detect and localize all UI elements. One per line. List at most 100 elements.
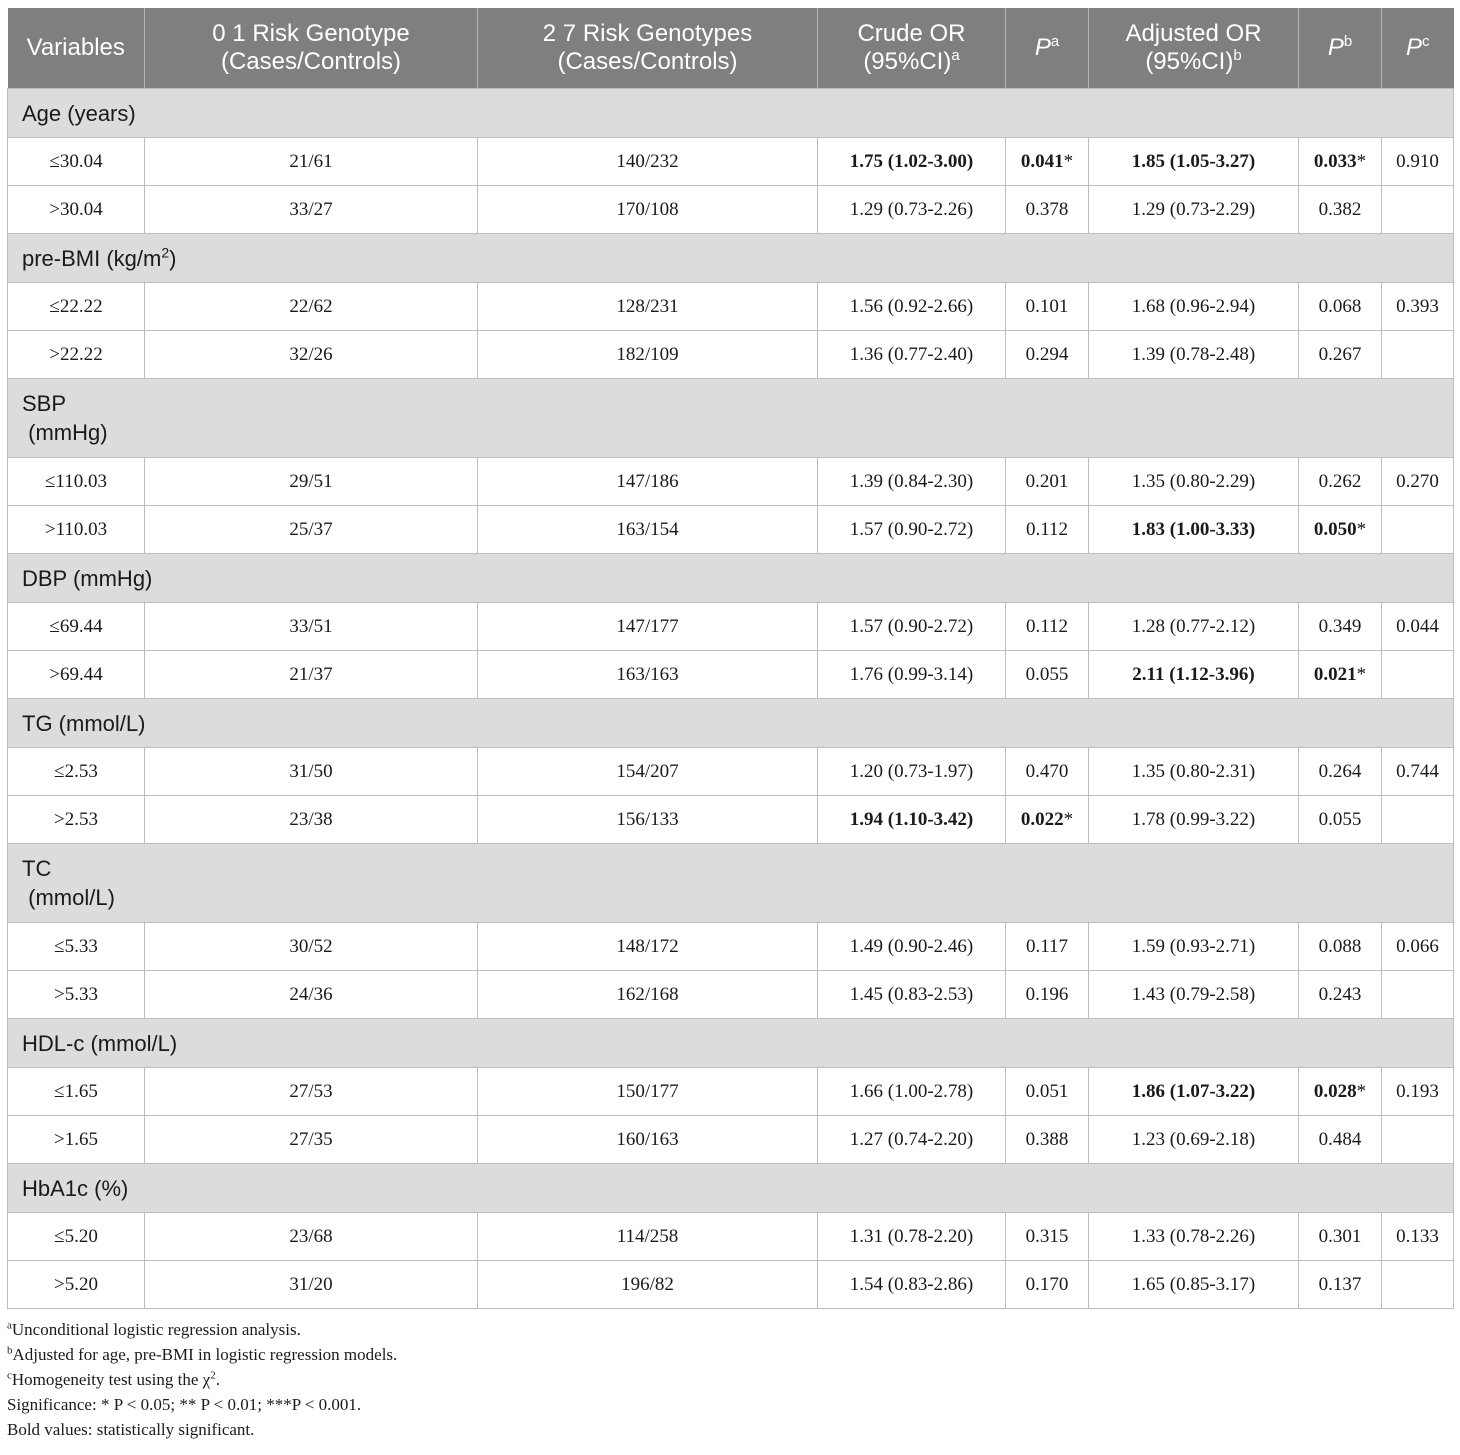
p-b-cell: 0.301: [1298, 1212, 1382, 1261]
p-c-cell: [1381, 1260, 1454, 1309]
p-b-cell: 0.243: [1298, 970, 1382, 1019]
genotype-2-7-cell: 147/186: [477, 457, 818, 506]
cutoff-cell: ≤110.03: [7, 457, 145, 506]
genotype-0-1-cell: 27/53: [144, 1067, 478, 1116]
genotype-0-1-cell: 31/50: [144, 747, 478, 796]
p-b-cell: 0.267: [1298, 330, 1382, 379]
footnote-a: aUnconditional logistic regression analy…: [7, 1319, 301, 1339]
genotype-0-1-cell: 23/68: [144, 1212, 478, 1261]
table-row: ≤110.03 29/51 147/186 1.39 (0.84-2.30) 0.201…: [7, 457, 1454, 506]
p-a-cell: 0.101: [1005, 282, 1089, 331]
significance-star: *: [1356, 150, 1367, 172]
group-header-row: TG (mmol/L): [7, 698, 1454, 748]
table-container: Variables 0 1 Risk Genotype (Cases/Contro…: [7, 8, 1454, 1442]
group-label: pre-BMI (kg/m2): [7, 233, 1454, 283]
p-a-cell: 0.112: [1005, 505, 1089, 554]
adjusted-or-cell: 1.39 (0.78-2.48): [1088, 330, 1299, 379]
header-crude-or: Crude OR (95%CI)a: [817, 8, 1006, 89]
table-row: >110.03 25/37 163/154 1.57 (0.90-2.72) 0.112…: [7, 505, 1454, 554]
p-b-cell: 0.021*: [1298, 650, 1382, 699]
cutoff-cell: ≤30.04: [7, 137, 145, 186]
p-b-cell: 0.055: [1298, 795, 1382, 844]
genotype-0-1-cell: 33/51: [144, 602, 478, 651]
crude-or-cell: 1.27 (0.74-2.20): [817, 1115, 1006, 1164]
cutoff-cell: ≤1.65: [7, 1067, 145, 1116]
p-b-cell: 0.137: [1298, 1260, 1382, 1309]
p-c-cell: 0.744: [1381, 747, 1454, 796]
group-label: TG (mmol/L): [7, 698, 1454, 748]
cutoff-cell: ≤22.22: [7, 282, 145, 331]
p-c-cell: 0.393: [1381, 282, 1454, 331]
p-a-cell: 0.055: [1005, 650, 1089, 699]
genotype-0-1-cell: 22/62: [144, 282, 478, 331]
adjusted-or-cell: 1.33 (0.78-2.26): [1088, 1212, 1299, 1261]
p-a-cell: 0.196: [1005, 970, 1089, 1019]
group-label: TC (mmol/L): [7, 843, 1454, 923]
p-b-cell: 0.068: [1298, 282, 1382, 331]
group-label: HbA1c (%): [7, 1163, 1454, 1213]
crude-or-cell: 1.57 (0.90-2.72): [817, 602, 1006, 651]
table-row: >1.65 27/35 160/163 1.27 (0.74-2.20) 0.388 1.…: [7, 1115, 1454, 1164]
group-header-row: SBP (mmHg): [7, 378, 1454, 458]
significance-star: *: [1356, 1080, 1367, 1102]
group-header-row: pre-BMI (kg/m2): [7, 233, 1454, 283]
adjusted-or-cell: 1.43 (0.79-2.58): [1088, 970, 1299, 1019]
group-label: SBP (mmHg): [7, 378, 1454, 458]
p-a-cell: 0.112: [1005, 602, 1089, 651]
genotype-2-7-cell: 162/168: [477, 970, 818, 1019]
adjusted-or-cell: 1.23 (0.69-2.18): [1088, 1115, 1299, 1164]
crude-or-cell: 1.31 (0.78-2.20): [817, 1212, 1006, 1261]
cutoff-cell: >22.22: [7, 330, 145, 379]
p-c-cell: 0.133: [1381, 1212, 1454, 1261]
header-2-7-risk-genotypes: 2 7 Risk Genotypes (Cases/Controls): [477, 8, 818, 89]
crude-or-cell: 1.66 (1.00-2.78): [817, 1067, 1006, 1116]
genotype-2-7-cell: 163/163: [477, 650, 818, 699]
crude-or-cell: 1.57 (0.90-2.72): [817, 505, 1006, 554]
p-a-cell: 0.041*: [1005, 137, 1089, 186]
adjusted-or-cell: 1.78 (0.99-3.22): [1088, 795, 1299, 844]
p-c-cell: 0.066: [1381, 922, 1454, 971]
genotype-0-1-cell: 21/37: [144, 650, 478, 699]
p-c-cell: 0.910: [1381, 137, 1454, 186]
adjusted-or-cell: 1.35 (0.80-2.31): [1088, 747, 1299, 796]
genotype-2-7-cell: 114/258: [477, 1212, 818, 1261]
significance-star: *: [1356, 518, 1367, 540]
header-row: Variables 0 1 Risk Genotype (Cases/Contro…: [7, 8, 1454, 89]
p-c-cell: 0.193: [1381, 1067, 1454, 1116]
genotype-0-1-cell: 21/61: [144, 137, 478, 186]
cutoff-cell: >110.03: [7, 505, 145, 554]
cutoff-cell: >2.53: [7, 795, 145, 844]
group-header-row: DBP (mmHg): [7, 553, 1454, 603]
p-b-cell: 0.382: [1298, 185, 1382, 234]
significance-star: *: [1356, 663, 1367, 685]
cutoff-cell: >30.04: [7, 185, 145, 234]
genotype-0-1-cell: 23/38: [144, 795, 478, 844]
genotype-0-1-cell: 31/20: [144, 1260, 478, 1309]
table-row: >5.33 24/36 162/168 1.45 (0.83-2.53) 0.196 1.…: [7, 970, 1454, 1019]
crude-or-cell: 1.45 (0.83-2.53): [817, 970, 1006, 1019]
p-c-cell: [1381, 505, 1454, 554]
crude-or-cell: 1.36 (0.77-2.40): [817, 330, 1006, 379]
footnotes: aUnconditional logistic regression analy…: [7, 1317, 1453, 1442]
adjusted-or-cell: 1.83 (1.00-3.33): [1088, 505, 1299, 554]
crude-or-cell: 1.94 (1.10-3.42): [817, 795, 1006, 844]
adjusted-or-cell: 1.29 (0.73-2.29): [1088, 185, 1299, 234]
table-row: >5.20 31/20 196/82 1.54 (0.83-2.86) 0.170 1.6…: [7, 1260, 1454, 1309]
p-a-cell: 0.051: [1005, 1067, 1089, 1116]
header-0-1-risk-genotype: 0 1 Risk Genotype (Cases/Controls): [144, 8, 478, 89]
crude-or-cell: 1.20 (0.73-1.97): [817, 747, 1006, 796]
adjusted-or-cell: 1.35 (0.80-2.29): [1088, 457, 1299, 506]
genotype-2-7-cell: 147/177: [477, 602, 818, 651]
cutoff-cell: ≤5.20: [7, 1212, 145, 1261]
genotype-0-1-cell: 29/51: [144, 457, 478, 506]
p-b-cell: 0.088: [1298, 922, 1382, 971]
table-row: ≤1.65 27/53 150/177 1.66 (1.00-2.78) 0.051 1.…: [7, 1067, 1454, 1116]
header-p-b: Pb: [1298, 8, 1382, 89]
table-row: ≤5.20 23/68 114/258 1.31 (0.78-2.20) 0.315 1.…: [7, 1212, 1454, 1261]
genotype-2-7-cell: 154/207: [477, 747, 818, 796]
p-c-cell: 0.270: [1381, 457, 1454, 506]
table-row: >22.22 32/26 182/109 1.36 (0.77-2.40) 0.294 1…: [7, 330, 1454, 379]
crude-or-cell: 1.76 (0.99-3.14): [817, 650, 1006, 699]
header-variables: Variables: [7, 8, 145, 89]
genotype-0-1-cell: 30/52: [144, 922, 478, 971]
